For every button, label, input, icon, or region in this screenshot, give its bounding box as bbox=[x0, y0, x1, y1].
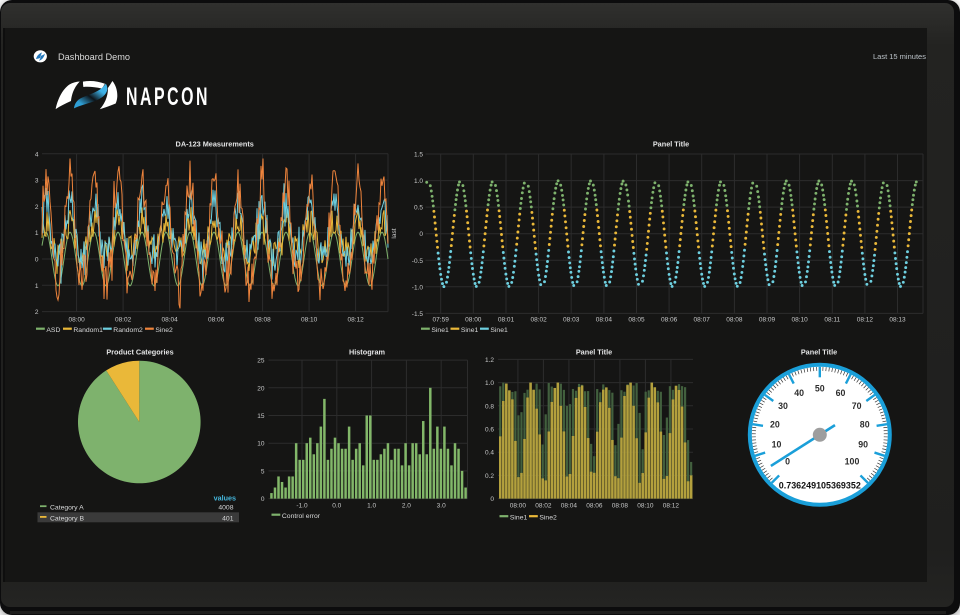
svg-text:Sine2: Sine2 bbox=[155, 327, 173, 334]
svg-text:NAPCON: NAPCON bbox=[126, 84, 210, 110]
svg-text:last: last bbox=[391, 228, 398, 238]
svg-text:Panel Title: Panel Title bbox=[801, 348, 837, 357]
svg-text:100: 100 bbox=[845, 457, 860, 467]
svg-text:-1.0: -1.0 bbox=[412, 284, 424, 291]
svg-text:0.736249105369352: 0.736249105369352 bbox=[779, 481, 861, 492]
svg-text:0.4: 0.4 bbox=[485, 450, 494, 457]
svg-text:Panel Title: Panel Title bbox=[576, 348, 612, 357]
svg-text:4008: 4008 bbox=[218, 505, 233, 512]
svg-text:401: 401 bbox=[222, 515, 234, 522]
svg-text:Sine1: Sine1 bbox=[461, 327, 479, 334]
svg-text:40: 40 bbox=[794, 388, 804, 398]
svg-text:08:02: 08:02 bbox=[115, 317, 132, 324]
svg-text:1.0: 1.0 bbox=[485, 380, 494, 387]
svg-text:ASD: ASD bbox=[46, 327, 60, 334]
svg-text:08:04: 08:04 bbox=[161, 317, 178, 324]
svg-text:Random1: Random1 bbox=[73, 327, 103, 334]
svg-text:80: 80 bbox=[860, 420, 870, 430]
svg-text:10: 10 bbox=[257, 441, 265, 448]
svg-text:Category A: Category A bbox=[50, 505, 84, 512]
svg-text:Random2: Random2 bbox=[113, 327, 143, 334]
svg-text:0: 0 bbox=[35, 257, 39, 264]
svg-text:1.5: 1.5 bbox=[414, 152, 423, 159]
svg-text:Panel Title: Panel Title bbox=[653, 140, 689, 149]
svg-text:Sine2: Sine2 bbox=[539, 515, 557, 522]
svg-text:08:13: 08:13 bbox=[889, 317, 906, 324]
svg-text:1.0: 1.0 bbox=[414, 178, 423, 185]
svg-text:08:05: 08:05 bbox=[628, 317, 645, 324]
svg-text:1: 1 bbox=[35, 230, 39, 237]
svg-text:0: 0 bbox=[419, 231, 423, 238]
svg-text:08:01: 08:01 bbox=[498, 317, 515, 324]
svg-text:Sine1: Sine1 bbox=[431, 327, 449, 334]
svg-text:20: 20 bbox=[770, 420, 780, 430]
svg-text:0: 0 bbox=[261, 496, 265, 503]
svg-text:08:10: 08:10 bbox=[791, 317, 808, 324]
svg-text:Sine1: Sine1 bbox=[490, 327, 508, 334]
svg-text:08:11: 08:11 bbox=[824, 317, 840, 324]
svg-text:15: 15 bbox=[257, 413, 265, 420]
svg-text:50: 50 bbox=[815, 383, 825, 393]
svg-text:0: 0 bbox=[785, 457, 790, 467]
svg-text:5: 5 bbox=[261, 468, 265, 475]
svg-text:4: 4 bbox=[35, 151, 39, 158]
svg-text:Control error: Control error bbox=[282, 513, 321, 520]
svg-text:08:10: 08:10 bbox=[301, 317, 318, 324]
svg-text:08:02: 08:02 bbox=[535, 503, 552, 510]
svg-text:0.5: 0.5 bbox=[414, 205, 423, 212]
svg-text:3: 3 bbox=[35, 178, 39, 185]
svg-text:DA-123 Measurements: DA-123 Measurements bbox=[176, 140, 254, 149]
svg-text:08:07: 08:07 bbox=[694, 317, 711, 324]
svg-text:25: 25 bbox=[257, 358, 265, 365]
svg-text:60: 60 bbox=[836, 388, 846, 398]
svg-text:08:06: 08:06 bbox=[586, 503, 603, 510]
svg-text:08:10: 08:10 bbox=[637, 503, 654, 510]
svg-text:08:08: 08:08 bbox=[254, 317, 271, 324]
svg-text:Sine1: Sine1 bbox=[510, 515, 528, 522]
svg-text:08:09: 08:09 bbox=[759, 317, 776, 324]
svg-text:30: 30 bbox=[778, 401, 788, 411]
svg-text:08:12: 08:12 bbox=[347, 317, 364, 324]
svg-text:-1.5: -1.5 bbox=[412, 311, 424, 318]
svg-text:07:59: 07:59 bbox=[433, 317, 450, 324]
svg-text:2.0: 2.0 bbox=[402, 503, 411, 510]
svg-text:08:02: 08:02 bbox=[530, 317, 547, 324]
svg-text:08:04: 08:04 bbox=[561, 503, 578, 510]
svg-text:08:03: 08:03 bbox=[563, 317, 580, 324]
svg-text:08:12: 08:12 bbox=[857, 317, 874, 324]
svg-text:values: values bbox=[214, 494, 236, 503]
svg-text:3.0: 3.0 bbox=[437, 503, 446, 510]
svg-text:08:00: 08:00 bbox=[510, 503, 527, 510]
svg-text:1.0: 1.0 bbox=[367, 503, 376, 510]
svg-text:0.0: 0.0 bbox=[332, 503, 341, 510]
svg-text:Category B: Category B bbox=[50, 515, 84, 522]
svg-text:08:00: 08:00 bbox=[68, 317, 85, 324]
svg-text:0.8: 0.8 bbox=[485, 403, 494, 410]
svg-text:08:06: 08:06 bbox=[661, 317, 678, 324]
svg-text:08:12: 08:12 bbox=[663, 503, 680, 510]
svg-text:2: 2 bbox=[35, 204, 39, 211]
svg-text:-0.5: -0.5 bbox=[412, 258, 424, 265]
svg-text:1.2: 1.2 bbox=[485, 357, 494, 364]
svg-text:70: 70 bbox=[852, 401, 862, 411]
svg-text:0: 0 bbox=[490, 496, 494, 503]
svg-text:08:08: 08:08 bbox=[726, 317, 743, 324]
svg-text:08:00: 08:00 bbox=[465, 317, 482, 324]
svg-text:0.2: 0.2 bbox=[485, 473, 494, 480]
svg-text:Product Categories: Product Categories bbox=[106, 348, 173, 357]
svg-text:08:04: 08:04 bbox=[596, 317, 613, 324]
svg-text:0.6: 0.6 bbox=[485, 427, 494, 434]
svg-text:Histogram: Histogram bbox=[349, 348, 386, 357]
svg-text:2: 2 bbox=[35, 309, 39, 316]
svg-text:1: 1 bbox=[35, 283, 39, 290]
svg-text:08:08: 08:08 bbox=[612, 503, 629, 510]
svg-text:90: 90 bbox=[858, 440, 868, 450]
svg-text:-1.0: -1.0 bbox=[296, 503, 308, 510]
svg-text:20: 20 bbox=[257, 385, 265, 392]
svg-text:10: 10 bbox=[772, 440, 782, 450]
svg-text:08:06: 08:06 bbox=[208, 317, 225, 324]
